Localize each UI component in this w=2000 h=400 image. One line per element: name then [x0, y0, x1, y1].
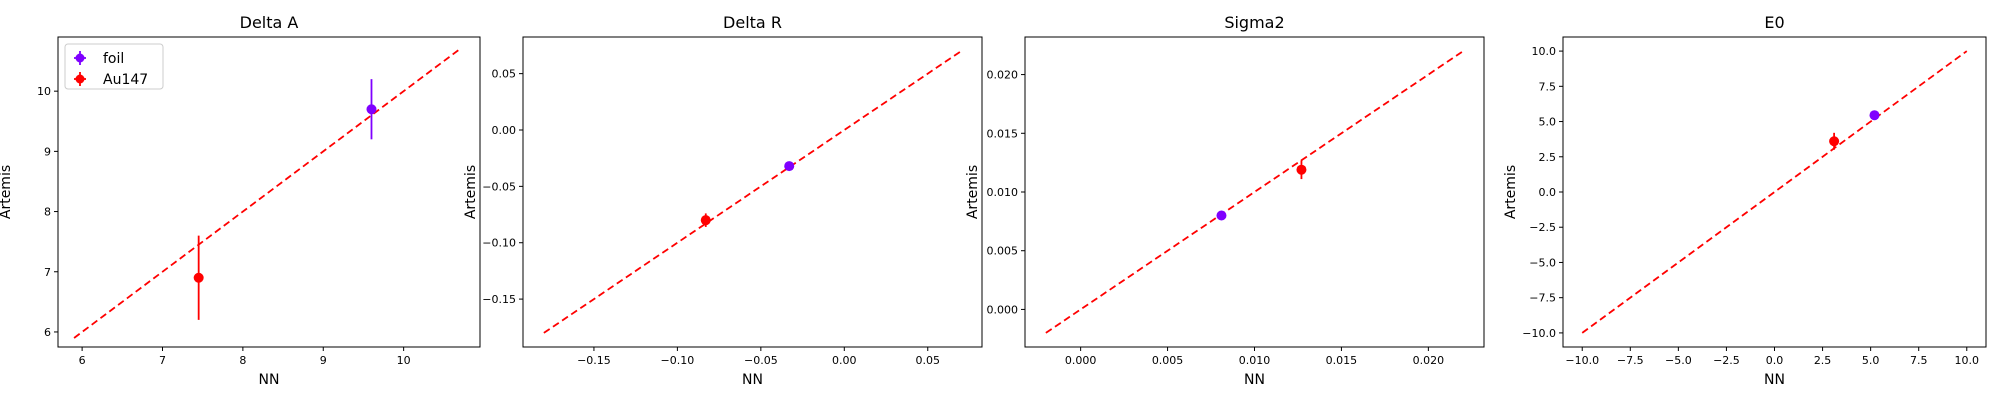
y-tick-label: 8: [44, 206, 51, 219]
chart-title: E0: [1764, 13, 1784, 32]
y-tick-label: −10.0: [1522, 327, 1556, 340]
x-tick-label: 6: [79, 354, 86, 367]
y-tick-label: 0.020: [987, 69, 1019, 82]
y-axis-label: Artemis: [1503, 165, 1519, 219]
x-axis-label: NN: [259, 372, 280, 388]
legend-box: [64, 43, 164, 90]
y-tick-label: 0.05: [492, 68, 517, 81]
axes-frame: [522, 36, 983, 348]
y-tick-label: 10: [37, 85, 51, 98]
y-tick-label: 7: [44, 266, 51, 279]
x-tick-label: 0.0: [1766, 354, 1784, 367]
y-tick-label: 5.0: [1539, 116, 1557, 129]
x-tick-label: −10.0: [1565, 354, 1599, 367]
y-tick-label: 0.005: [987, 245, 1019, 258]
y-tick-label: −0.15: [482, 293, 516, 306]
y-tick-label: −7.5: [1529, 292, 1556, 305]
reference-line: [1045, 50, 1464, 334]
y-tick-label: 10.0: [1532, 45, 1557, 58]
data-point-au147: [193, 272, 204, 283]
data-point-au147: [1829, 136, 1840, 147]
x-tick-label: 0.010: [1239, 354, 1271, 367]
legend-marker: [75, 74, 85, 84]
y-axis-label: Artemis: [965, 165, 981, 219]
y-tick-label: 7.5: [1539, 80, 1557, 93]
x-tick-label: 10: [397, 354, 411, 367]
x-tick-label: 2.5: [1814, 354, 1832, 367]
x-axis-label: NN: [1764, 372, 1785, 388]
legend-label: Au147: [103, 72, 148, 88]
x-tick-label: 0.015: [1326, 354, 1358, 367]
y-tick-label: 2.5: [1539, 151, 1557, 164]
y-tick-label: 0.015: [987, 127, 1019, 140]
x-tick-label: 0.05: [916, 354, 941, 367]
x-tick-label: 5.0: [1862, 354, 1880, 367]
y-axis-label: Artemis: [0, 165, 14, 219]
reference-line: [1581, 50, 1968, 334]
y-tick-label: −0.10: [482, 237, 516, 250]
x-tick-label: −2.5: [1713, 354, 1740, 367]
reference-line: [543, 50, 962, 334]
x-tick-label: −5.0: [1665, 354, 1692, 367]
y-tick-label: 0.00: [492, 124, 517, 137]
y-tick-label: 0.000: [987, 303, 1019, 316]
y-tick-label: 0.010: [987, 186, 1019, 199]
y-axis-label: Artemis: [463, 165, 479, 219]
y-tick-label: −0.05: [482, 180, 516, 193]
x-tick-label: −0.15: [577, 354, 611, 367]
x-tick-label: 8: [239, 354, 246, 367]
y-tick-label: −5.0: [1529, 256, 1556, 269]
data-point-foil: [1869, 110, 1880, 121]
x-axis-label: NN: [742, 372, 763, 388]
reference-line: [73, 48, 461, 339]
x-tick-label: 7: [159, 354, 166, 367]
data-point-foil: [1216, 210, 1227, 221]
chart-title: Delta A: [240, 13, 299, 32]
x-tick-label: 0.020: [1413, 354, 1445, 367]
x-tick-label: −7.5: [1617, 354, 1644, 367]
y-tick-label: 9: [44, 145, 51, 158]
data-point-foil: [784, 161, 795, 172]
data-point-au147: [700, 215, 711, 226]
x-tick-label: 0.005: [1152, 354, 1184, 367]
x-tick-label: 0.00: [832, 354, 857, 367]
axes-frame: [57, 36, 481, 348]
x-axis-label: NN: [1244, 372, 1265, 388]
y-tick-label: 0.0: [1539, 186, 1557, 199]
x-tick-label: 10.0: [1955, 354, 1980, 367]
data-point-foil: [366, 104, 377, 115]
y-tick-label: −2.5: [1529, 221, 1556, 234]
chart-title: Sigma2: [1224, 13, 1284, 32]
x-tick-label: 0.000: [1065, 354, 1097, 367]
legend-label: foil: [103, 51, 124, 67]
data-point-au147: [1296, 164, 1307, 175]
x-tick-label: −0.05: [744, 354, 778, 367]
chart-title: Delta R: [723, 13, 782, 32]
y-tick-label: 6: [44, 326, 51, 339]
x-tick-label: −0.10: [661, 354, 695, 367]
x-tick-label: 7.5: [1910, 354, 1928, 367]
legend-marker: [75, 53, 85, 63]
x-tick-label: 9: [320, 354, 327, 367]
